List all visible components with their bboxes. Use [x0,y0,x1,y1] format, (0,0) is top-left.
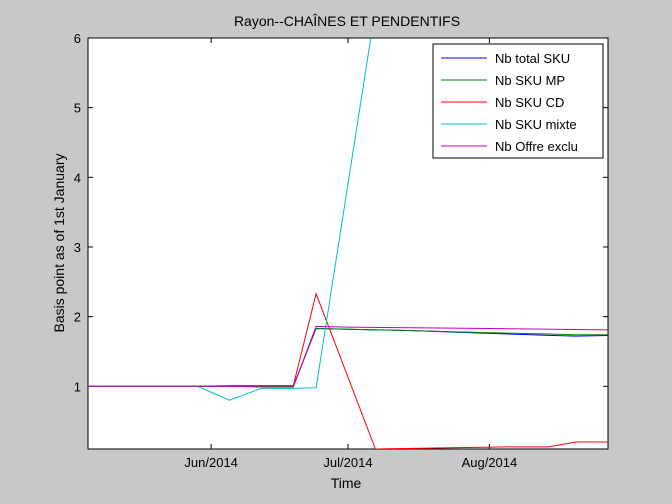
x-tick-label: Jun/2014 [184,455,238,470]
legend: Nb total SKU Nb SKU MP Nb SKU CD Nb SKU mix… [432,43,604,159]
x-tick-label: Jul/2014 [323,455,372,470]
chart-title: Rayon--CHAÎNES ET PENDENTIFS [234,13,460,29]
legend-label: Nb SKU MP [495,73,565,88]
x-tick-label: Aug/2014 [462,455,518,470]
legend-label: Nb SKU CD [495,95,564,110]
legend-label: Nb Offre exclu [495,139,578,154]
y-tick-label: 6 [74,31,81,46]
y-tick-label: 2 [74,310,81,325]
y-tick-label: 5 [74,101,81,116]
y-tick-label: 1 [74,379,81,394]
series-line-nb-sku-cd [88,292,608,449]
legend-label: Nb total SKU [495,51,570,66]
y-tick-label: 4 [74,170,81,185]
series-line-nb-offre-exclu [88,325,608,388]
legend-label: Nb SKU mixte [495,117,577,132]
x-axis-label: Time [331,475,362,491]
y-axis-label: Basis point as of 1st January [51,154,67,333]
legend-box [432,43,604,159]
y-tick-label: 3 [74,240,81,255]
